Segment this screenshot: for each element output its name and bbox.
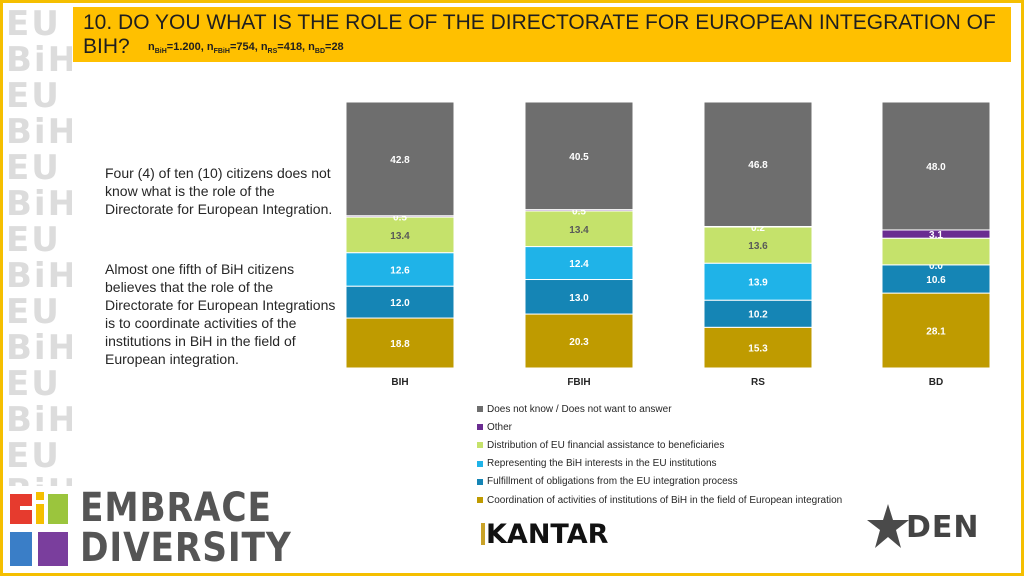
slide-title: 10. DO YOU WHAT IS THE ROLE OF THE DIREC… [83,11,996,58]
data-label: 10.6 [926,275,946,286]
x-tick-label: FBIH [567,377,590,388]
bar-segment [703,326,813,369]
bar-segment [703,101,813,227]
kantar-bar-icon [481,523,485,545]
data-label: 15.3 [748,344,768,355]
bar-segment [345,317,455,369]
embrace-diversity-logo: EMBRACE DIVERSITY [80,485,292,571]
bar-segment [345,101,455,217]
legend-item: Distribution of EU financial assistance … [477,436,842,454]
data-label: 28.1 [926,327,946,338]
bar-segment [524,246,634,281]
data-label: 13.6 [748,241,768,252]
bar-segment [524,210,634,248]
data-label: 10.2 [748,310,768,321]
den-logo: DEN [866,502,988,552]
legend-label: Fulfillment of obligations from the EU i… [487,476,738,488]
data-label: 42.8 [390,155,410,166]
data-label: 0.2 [751,223,765,234]
x-tick-label: RS [751,377,765,388]
legend-swatch [477,442,483,449]
legend-label: Coordination of activities of institutio… [487,494,843,506]
x-tick-label: BIH [391,377,408,388]
data-label: 13.9 [748,278,768,289]
bar-segment [881,101,991,231]
data-label: 48.0 [926,162,946,173]
data-label: 13.0 [569,293,589,304]
legend-swatch [477,424,483,431]
data-label: 3.1 [929,230,943,241]
legend-label: Does not know / Does not want to answer [487,403,672,415]
legend-label: Other [487,421,513,433]
bih-eu-logo-icon [10,492,68,566]
star-icon [867,504,909,548]
legend-label: Distribution of EU financial assistance … [487,439,725,451]
data-label: 13.4 [390,231,410,242]
legend-item: Other [477,418,842,436]
kantar-logo: KANTAR [481,519,608,550]
legend-swatch [477,497,483,504]
legend-item: Does not know / Does not want to answer [477,400,842,418]
legend-label: Representing the BiH interests in the EU… [487,458,717,470]
commentary-paragraph-2: Almost one fifth of BiH citizens believe… [105,261,336,367]
bar-segment [881,264,991,294]
sample-size-note: nBiH=1.200, nFBiH=754, nRS=418, nBD=28 [148,41,344,56]
bar-segment [345,285,455,319]
data-label: 20.3 [569,337,589,348]
bar-segment [881,237,991,266]
bar-segment [524,279,634,315]
stacked-bar-chart: 18.8 12.0 12.6 13.4 0.5 42.8 BIH 20.3 13.0 12.4 13… [345,101,991,388]
legend-item: Representing the BiH interests in the EU… [477,455,842,473]
data-label: 46.8 [748,160,768,171]
x-tick-label: BD [929,377,943,388]
data-label: 18.8 [390,339,410,350]
data-label: 0.5 [572,206,586,217]
bar-segment [703,262,813,301]
bar-segment [524,101,634,211]
data-label: 12.4 [569,259,589,270]
legend-swatch [477,406,483,413]
chart-legend: Does not know / Does not want to answer O… [477,400,842,509]
commentary-paragraph-1: Four (4) of ten (10) citizens does not k… [105,165,333,217]
bar-segment [703,226,813,264]
legend-item: Coordination of activities of institutio… [477,491,842,509]
data-label: 12.6 [390,265,410,276]
data-label: 40.5 [569,152,589,163]
title-bar: 10. DO YOU WHAT IS THE ROLE OF THE DIREC… [73,7,1011,62]
legend-swatch [477,460,483,467]
data-label: 12.0 [390,298,410,309]
bar-segment [881,292,991,369]
data-label: 0.5 [393,212,407,223]
data-label: 13.4 [569,225,589,236]
legend-item: Fulfillment of obligations from the EU i… [477,473,842,491]
data-label: 0.0 [929,261,943,272]
bar-segment [524,313,634,369]
legend-swatch [477,478,483,485]
